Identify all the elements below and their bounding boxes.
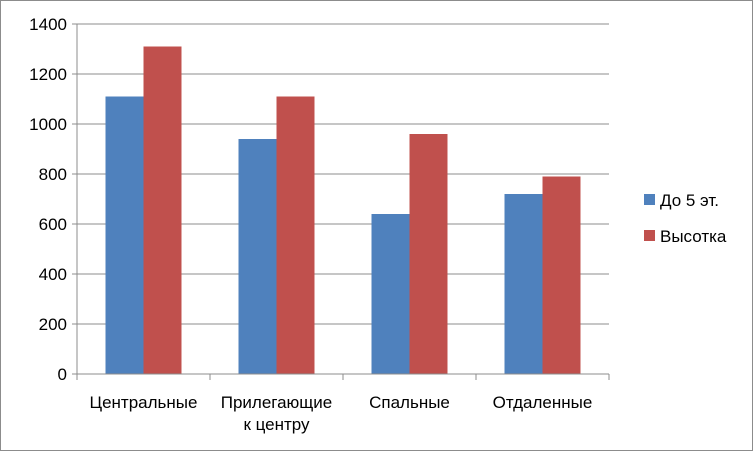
x-category-label: Спальные <box>369 393 450 412</box>
x-category-label: Прилегающие к центру <box>221 393 333 434</box>
y-tick-label: 600 <box>39 215 67 234</box>
bar-series-1 <box>371 214 410 374</box>
y-tick-labels: 0 200 400 600 800 1000 1200 1400 <box>29 15 67 384</box>
legend-label: Высотка <box>660 227 727 246</box>
bar-series-2 <box>409 134 448 374</box>
bar-series-2 <box>276 96 315 374</box>
legend-swatch <box>644 194 655 205</box>
x-category-label: Отдаленные <box>493 393 593 412</box>
y-tick-label: 800 <box>39 165 67 184</box>
axes <box>72 23 610 380</box>
y-tick-label: 1000 <box>29 115 67 134</box>
legend-swatch <box>644 230 655 241</box>
bars <box>105 46 581 374</box>
y-tick-label: 1200 <box>29 65 67 84</box>
y-tick-label: 1400 <box>29 15 67 34</box>
bar-series-1 <box>504 194 543 374</box>
bar-series-1 <box>238 139 277 374</box>
legend: До 5 эт. Высотка <box>644 191 727 246</box>
y-tick-label: 400 <box>39 265 67 284</box>
y-tick-label: 200 <box>39 315 67 334</box>
bar-series-1 <box>105 96 144 374</box>
y-tick-label: 0 <box>58 365 67 384</box>
bar-series-2 <box>542 176 581 374</box>
bar-series-2 <box>143 46 182 374</box>
x-category-labels: Центральные Прилегающие к центру Спальные От… <box>90 393 593 434</box>
x-category-label: Центральные <box>90 393 198 412</box>
legend-label: До 5 эт. <box>660 191 719 210</box>
